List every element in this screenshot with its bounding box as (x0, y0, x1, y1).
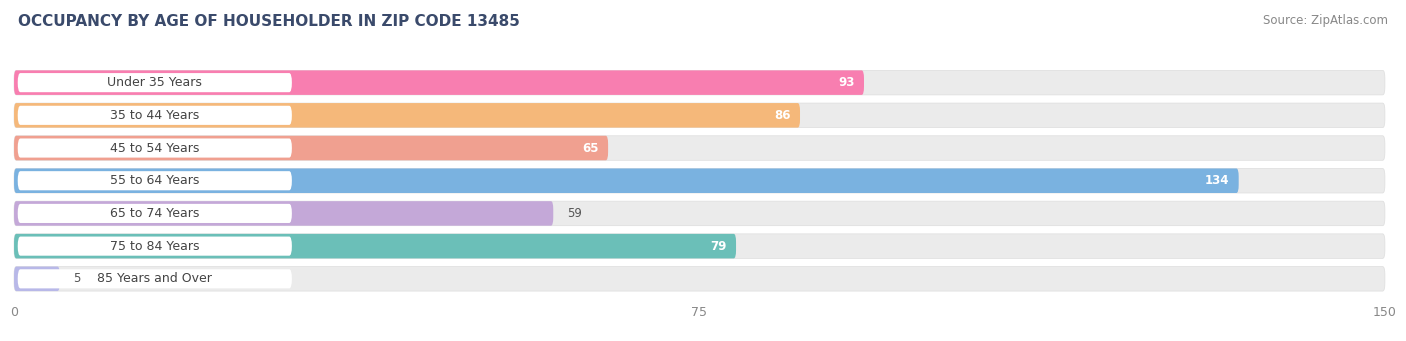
FancyBboxPatch shape (14, 201, 1385, 226)
FancyBboxPatch shape (14, 234, 737, 258)
Text: 45 to 54 Years: 45 to 54 Years (110, 142, 200, 154)
Text: 59: 59 (567, 207, 582, 220)
FancyBboxPatch shape (18, 73, 292, 92)
FancyBboxPatch shape (18, 237, 292, 256)
FancyBboxPatch shape (14, 103, 1385, 128)
Text: 35 to 44 Years: 35 to 44 Years (110, 109, 200, 122)
FancyBboxPatch shape (18, 269, 292, 288)
Text: 134: 134 (1205, 174, 1229, 187)
FancyBboxPatch shape (14, 70, 863, 95)
Text: Source: ZipAtlas.com: Source: ZipAtlas.com (1263, 14, 1388, 27)
FancyBboxPatch shape (14, 136, 1385, 160)
FancyBboxPatch shape (18, 138, 292, 158)
FancyBboxPatch shape (14, 267, 60, 291)
Text: Under 35 Years: Under 35 Years (107, 76, 202, 89)
Text: 93: 93 (838, 76, 855, 89)
Text: OCCUPANCY BY AGE OF HOUSEHOLDER IN ZIP CODE 13485: OCCUPANCY BY AGE OF HOUSEHOLDER IN ZIP C… (18, 14, 520, 29)
FancyBboxPatch shape (18, 171, 292, 190)
FancyBboxPatch shape (14, 70, 1385, 95)
FancyBboxPatch shape (18, 204, 292, 223)
FancyBboxPatch shape (14, 168, 1239, 193)
Text: 5: 5 (73, 272, 80, 285)
Text: 75 to 84 Years: 75 to 84 Years (110, 240, 200, 253)
FancyBboxPatch shape (18, 106, 292, 125)
FancyBboxPatch shape (14, 103, 800, 128)
Text: 85 Years and Over: 85 Years and Over (97, 272, 212, 285)
FancyBboxPatch shape (14, 136, 609, 160)
Text: 55 to 64 Years: 55 to 64 Years (110, 174, 200, 187)
FancyBboxPatch shape (14, 234, 1385, 258)
Text: 65 to 74 Years: 65 to 74 Years (110, 207, 200, 220)
FancyBboxPatch shape (14, 201, 554, 226)
Text: 86: 86 (775, 109, 790, 122)
FancyBboxPatch shape (14, 267, 1385, 291)
Text: 65: 65 (582, 142, 599, 154)
FancyBboxPatch shape (14, 168, 1385, 193)
Text: 79: 79 (710, 240, 727, 253)
